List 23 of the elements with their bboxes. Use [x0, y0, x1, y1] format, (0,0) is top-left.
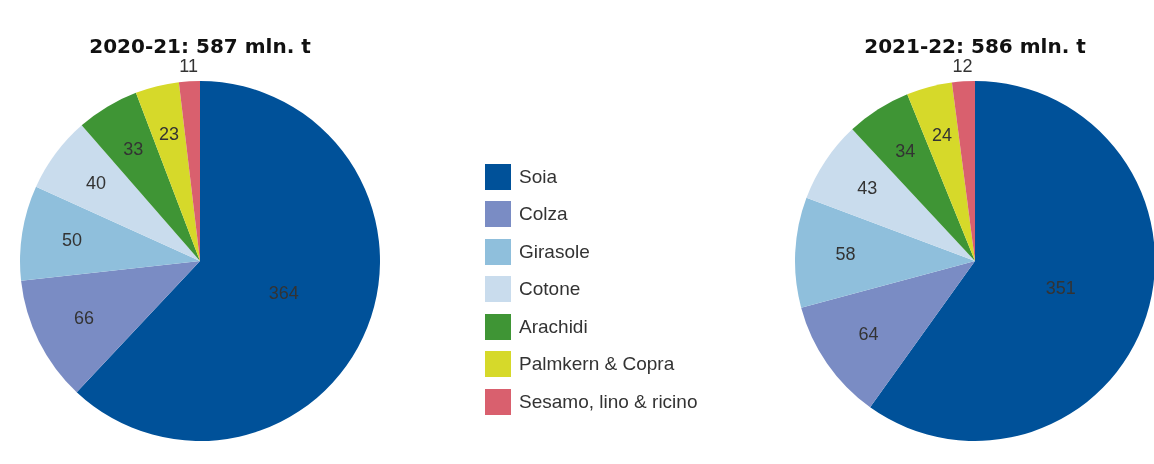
legend-label: Colza: [519, 203, 568, 226]
data-label: 40: [86, 172, 107, 193]
data-label: 24: [932, 124, 953, 145]
legend-label: Girasole: [519, 240, 590, 263]
data-label: 66: [74, 307, 95, 328]
data-label: 23: [159, 124, 180, 145]
data-label: 50: [62, 229, 83, 250]
data-label: 11: [179, 56, 198, 77]
data-label: 34: [895, 140, 916, 161]
legend-label: Palmkern & Copra: [519, 353, 675, 376]
legend-label: Cotone: [519, 278, 581, 301]
legend-label: Soia: [519, 165, 558, 188]
data-label: 364: [268, 283, 299, 304]
chart-title: 2021-22: 586 mln. t: [864, 34, 1087, 59]
data-label: 12: [952, 56, 973, 77]
legend-label: Arachidi: [519, 315, 588, 338]
data-label: 58: [835, 243, 856, 264]
data-label: 43: [857, 177, 878, 198]
data-label: 351: [1045, 277, 1076, 298]
chart-title: 2020-21: 587 mln. t: [89, 34, 312, 59]
legend-label: Sesamo, lino & ricino: [519, 390, 698, 413]
data-label: 64: [858, 323, 879, 344]
data-label: 33: [123, 138, 144, 159]
